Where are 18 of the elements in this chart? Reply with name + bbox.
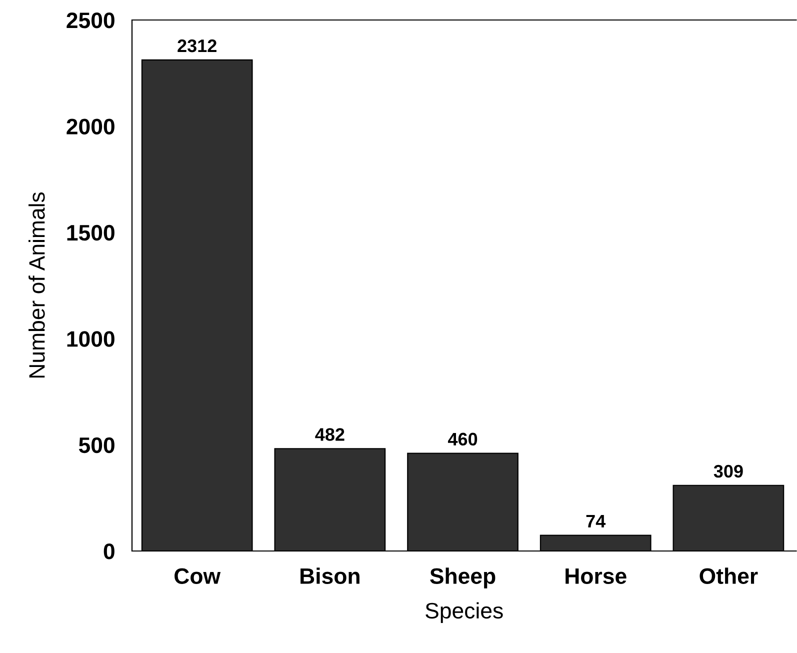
y-tick-label: 0: [104, 544, 114, 560]
y-tick-label: 2000: [66, 118, 114, 134]
x-tick-label: Other: [700, 568, 758, 584]
x-tick-label: Cow: [174, 568, 221, 584]
data-label: 309: [714, 464, 743, 478]
x-tick-label: Sheep: [430, 568, 496, 588]
x-tick-label: Horse: [566, 568, 626, 584]
data-label: 2312: [178, 39, 216, 52]
data-label: 74: [586, 514, 606, 528]
y-tick-label: 2500: [66, 12, 114, 28]
y-tick-label: 1500: [67, 224, 114, 241]
x-tick-label: Bison: [300, 568, 360, 584]
y-axis-title: Number of Animals: [28, 192, 45, 378]
data-label: 482: [315, 428, 344, 441]
y-tick-label: 500: [78, 437, 114, 454]
x-axis-title: Species: [426, 602, 503, 623]
data-label: 460: [448, 432, 478, 446]
y-tick-label: 1000: [67, 331, 114, 347]
